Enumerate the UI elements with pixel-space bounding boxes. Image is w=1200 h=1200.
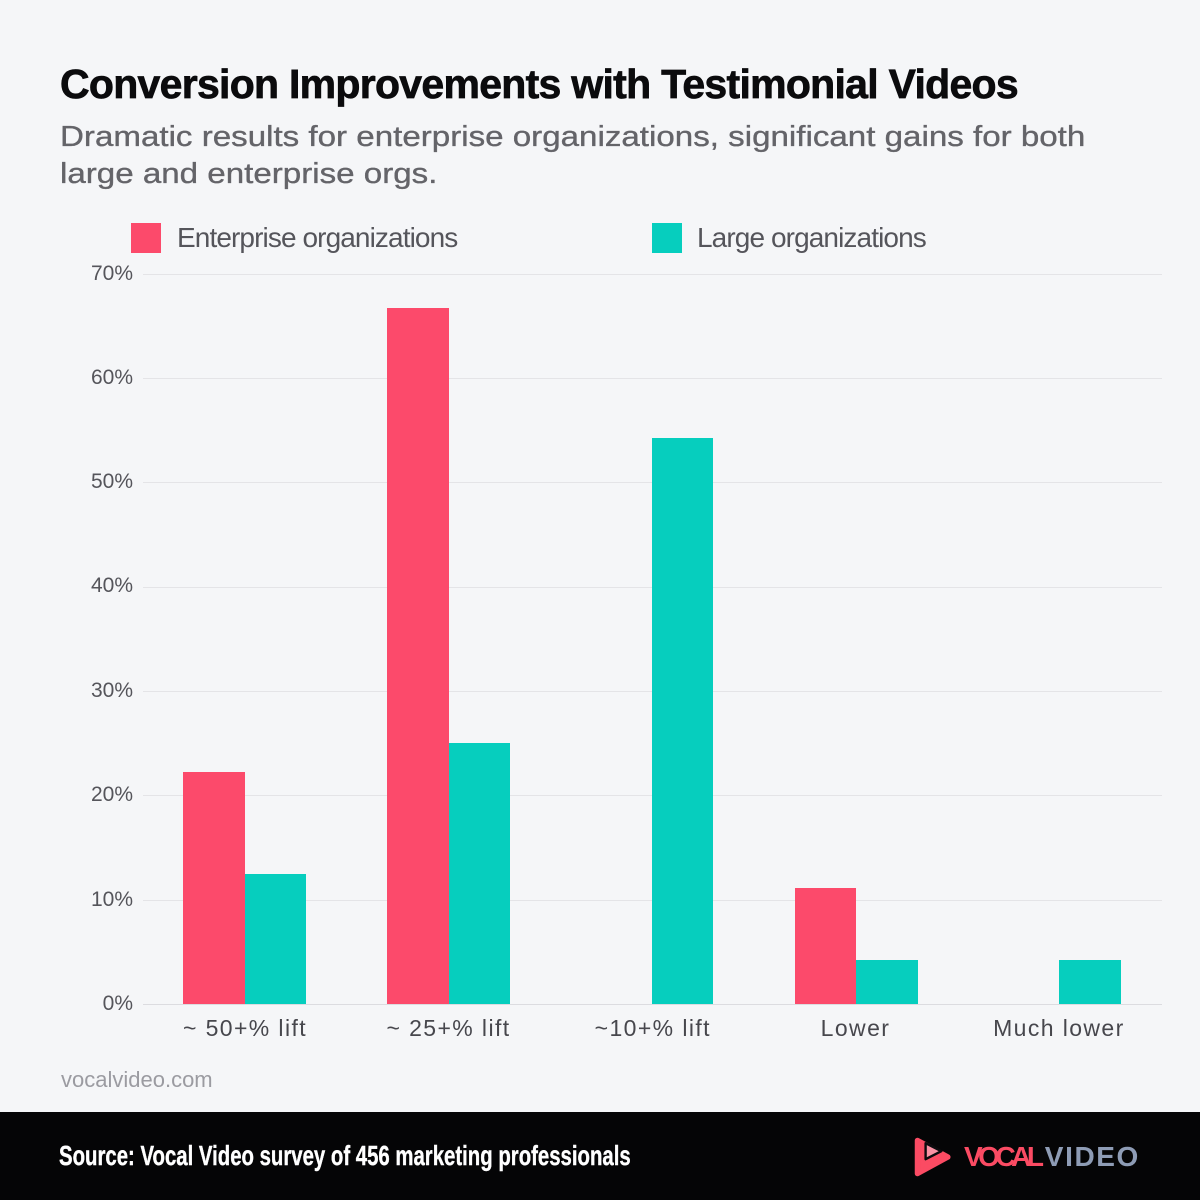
svg-text:VIDEO: VIDEO (1045, 1141, 1140, 1172)
svg-text:VOCAL: VOCAL (964, 1141, 1044, 1172)
